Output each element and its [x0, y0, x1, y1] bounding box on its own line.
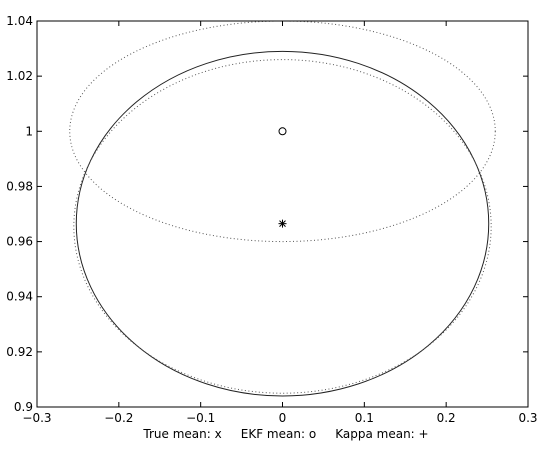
x-tick-label: −0.1 — [186, 411, 215, 425]
x-tick-label: 0 — [279, 411, 287, 425]
y-tick-label: 0.9 — [14, 400, 33, 414]
x-tick-label: 0.1 — [355, 411, 374, 425]
y-tick-label: 1 — [25, 124, 33, 138]
y-tick-label: 1.04 — [6, 14, 33, 28]
x-tick-label: −0.2 — [104, 411, 133, 425]
y-tick-label: 0.94 — [6, 290, 33, 304]
x-tick-label: 0.3 — [518, 411, 537, 425]
x-axis: −0.3 −0.2 −0.1 0 0.1 0.2 0.3 — [22, 21, 538, 425]
dotted-ellipse-2 — [73, 59, 492, 394]
solid-ellipse-1 — [75, 50, 490, 397]
dotted-ellipse-0 — [69, 20, 496, 243]
x-axis-label: True mean: x EKF mean: o Kappa mean: + — [142, 427, 428, 441]
plot-area — [36, 20, 529, 408]
ekf-mean-marker — [278, 127, 287, 136]
y-tick-label: 0.96 — [6, 235, 33, 249]
y-axis: 0.9 0.92 0.94 0.96 0.98 1 1.02 1.04 — [6, 14, 528, 414]
x-tick-label: 0.2 — [437, 411, 456, 425]
y-tick-label: 0.92 — [6, 345, 33, 359]
x-tick-label: −0.3 — [22, 411, 51, 425]
y-tick-label: 1.02 — [6, 69, 33, 83]
kappa-mean-marker — [278, 219, 287, 228]
y-tick-label: 0.98 — [6, 179, 33, 193]
plot-frame — [36, 20, 529, 408]
